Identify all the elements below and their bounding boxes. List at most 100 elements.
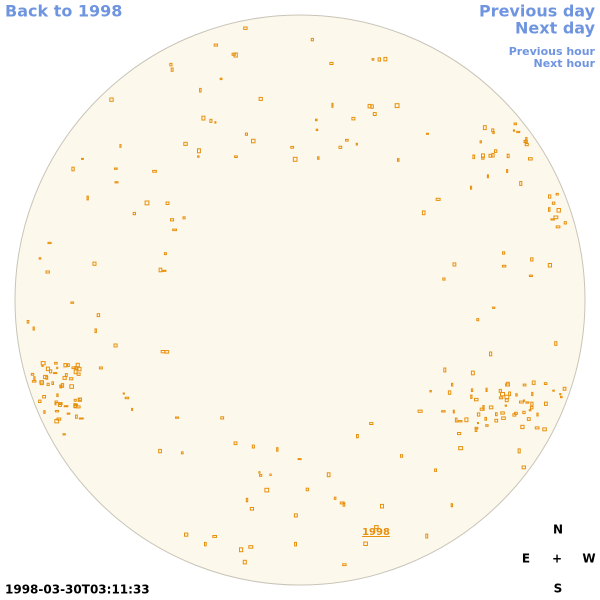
back-link[interactable]: Back to 1998	[5, 2, 122, 21]
contour	[374, 525, 379, 530]
contour	[552, 389, 555, 392]
contour	[47, 241, 52, 245]
contour	[472, 154, 476, 160]
contour	[556, 208, 561, 213]
contour	[488, 405, 494, 410]
contour	[429, 390, 432, 393]
contour	[450, 503, 454, 508]
contour	[369, 422, 374, 426]
contour	[119, 144, 122, 148]
contour	[78, 397, 82, 402]
contour	[54, 402, 57, 406]
contour	[371, 58, 375, 61]
contour	[513, 122, 517, 126]
contour	[504, 398, 509, 403]
contour	[56, 366, 59, 370]
contour	[70, 301, 75, 304]
contour	[515, 393, 518, 397]
contour	[69, 384, 75, 389]
contour	[482, 405, 485, 410]
contour	[562, 386, 567, 391]
contour	[242, 559, 247, 565]
previous-day-link[interactable]: Previous day	[479, 2, 596, 21]
contour	[276, 447, 279, 452]
contour	[498, 388, 502, 393]
contour	[258, 471, 261, 474]
contour	[525, 401, 530, 404]
contour	[42, 395, 47, 399]
contour	[66, 412, 71, 415]
contour	[78, 417, 84, 420]
contour	[98, 366, 103, 370]
contour	[506, 153, 510, 159]
contour	[528, 274, 533, 278]
contour	[516, 130, 521, 134]
contour	[482, 125, 487, 131]
contour	[38, 399, 42, 404]
contour	[32, 326, 35, 331]
contour	[356, 434, 359, 439]
contour	[293, 513, 298, 518]
contour	[201, 115, 206, 121]
contour	[76, 372, 81, 376]
contour	[528, 157, 533, 161]
contour	[425, 533, 429, 539]
year-link[interactable]: 1998	[362, 527, 390, 538]
contour	[62, 376, 67, 380]
contour	[522, 383, 527, 387]
compass-east: E	[522, 552, 530, 566]
contour	[435, 197, 441, 201]
contour	[477, 422, 479, 425]
contour	[489, 351, 493, 357]
contour	[258, 96, 263, 101]
contour	[521, 465, 526, 470]
contour	[161, 269, 167, 272]
contour	[397, 158, 400, 162]
contour	[523, 399, 526, 402]
contour	[31, 380, 37, 383]
previous-hour-link[interactable]: Previous hour	[509, 45, 596, 58]
contour	[551, 201, 556, 205]
contour	[526, 417, 531, 421]
contour	[26, 320, 30, 324]
contour	[74, 366, 78, 370]
next-day-link[interactable]: Next day	[515, 19, 596, 38]
contour	[543, 382, 548, 386]
contour	[457, 432, 462, 436]
compass-north: N	[553, 523, 563, 537]
contour	[96, 313, 101, 318]
contour	[54, 410, 60, 413]
next-hour-link[interactable]: Next hour	[534, 57, 596, 70]
contour	[470, 370, 475, 376]
contour	[470, 388, 474, 392]
contour	[132, 211, 136, 216]
contour	[40, 361, 46, 366]
contour	[479, 140, 482, 144]
contour	[400, 454, 404, 458]
contour	[219, 77, 223, 81]
contour	[491, 128, 495, 133]
contour	[81, 157, 84, 160]
contour	[71, 166, 75, 172]
contour	[183, 141, 188, 146]
contour	[184, 532, 189, 537]
contour	[209, 118, 213, 123]
contour	[519, 400, 524, 404]
contour	[56, 417, 62, 421]
contour	[214, 121, 217, 124]
contour	[56, 393, 59, 397]
contour	[53, 372, 58, 375]
contour	[383, 56, 388, 62]
contour	[69, 377, 74, 381]
contour	[476, 318, 480, 322]
contour	[77, 366, 82, 372]
solar-disk	[14, 14, 586, 586]
contour	[197, 155, 200, 158]
contour	[49, 369, 53, 374]
contour	[131, 407, 134, 411]
contour	[451, 382, 454, 387]
contour	[345, 138, 349, 142]
contour	[114, 181, 119, 184]
contour	[485, 387, 488, 393]
